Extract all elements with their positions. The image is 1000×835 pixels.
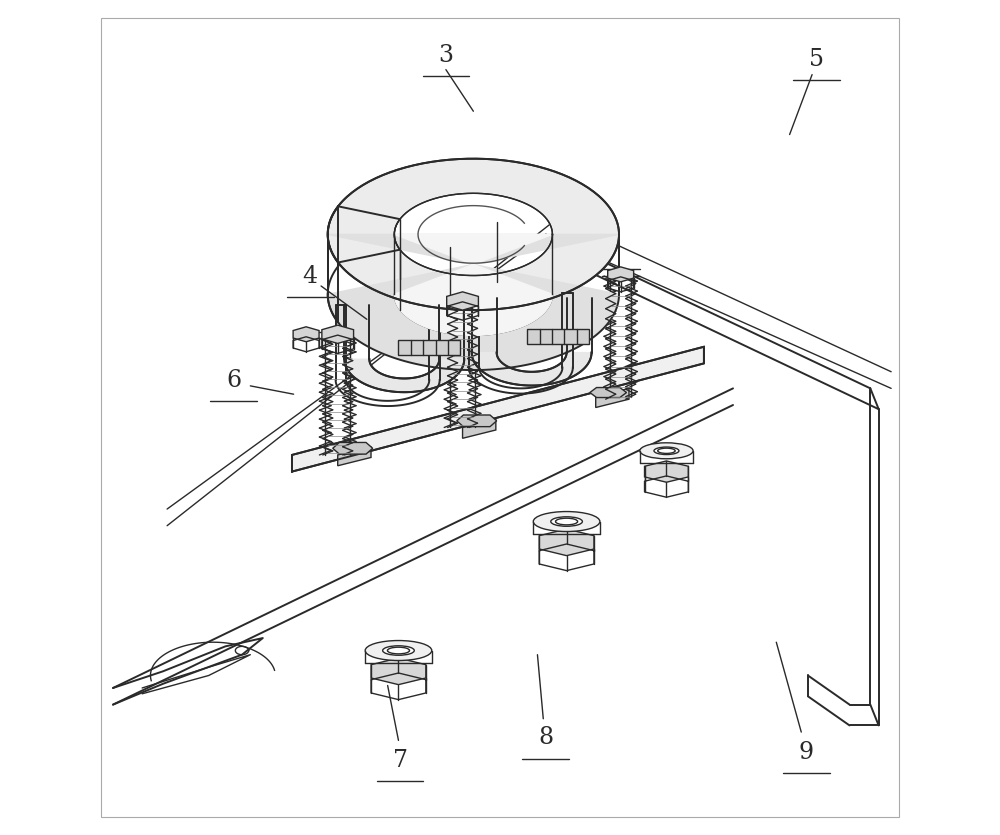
Polygon shape — [344, 359, 464, 392]
Ellipse shape — [654, 447, 679, 454]
Ellipse shape — [551, 517, 582, 526]
Polygon shape — [645, 461, 688, 483]
Polygon shape — [447, 292, 478, 310]
Polygon shape — [457, 415, 497, 427]
Polygon shape — [328, 159, 619, 310]
Polygon shape — [293, 326, 319, 342]
Polygon shape — [608, 267, 634, 282]
Polygon shape — [527, 329, 589, 344]
Ellipse shape — [383, 645, 414, 655]
Text: 7: 7 — [393, 749, 408, 772]
Polygon shape — [590, 387, 626, 397]
Polygon shape — [328, 235, 619, 370]
Polygon shape — [322, 325, 354, 343]
Polygon shape — [398, 340, 460, 355]
Polygon shape — [394, 235, 552, 336]
Polygon shape — [472, 352, 592, 386]
Polygon shape — [333, 443, 373, 454]
Text: 4: 4 — [303, 265, 318, 287]
Polygon shape — [371, 658, 426, 685]
Text: 9: 9 — [799, 741, 814, 763]
Text: 5: 5 — [809, 48, 824, 71]
Polygon shape — [463, 419, 496, 438]
Ellipse shape — [365, 640, 432, 660]
Polygon shape — [596, 388, 629, 407]
Ellipse shape — [533, 512, 600, 532]
Polygon shape — [338, 447, 371, 466]
Text: 3: 3 — [438, 44, 453, 67]
Ellipse shape — [640, 443, 693, 458]
Polygon shape — [539, 529, 594, 555]
Polygon shape — [292, 347, 704, 472]
Text: 8: 8 — [538, 726, 553, 749]
Text: 6: 6 — [226, 368, 241, 392]
